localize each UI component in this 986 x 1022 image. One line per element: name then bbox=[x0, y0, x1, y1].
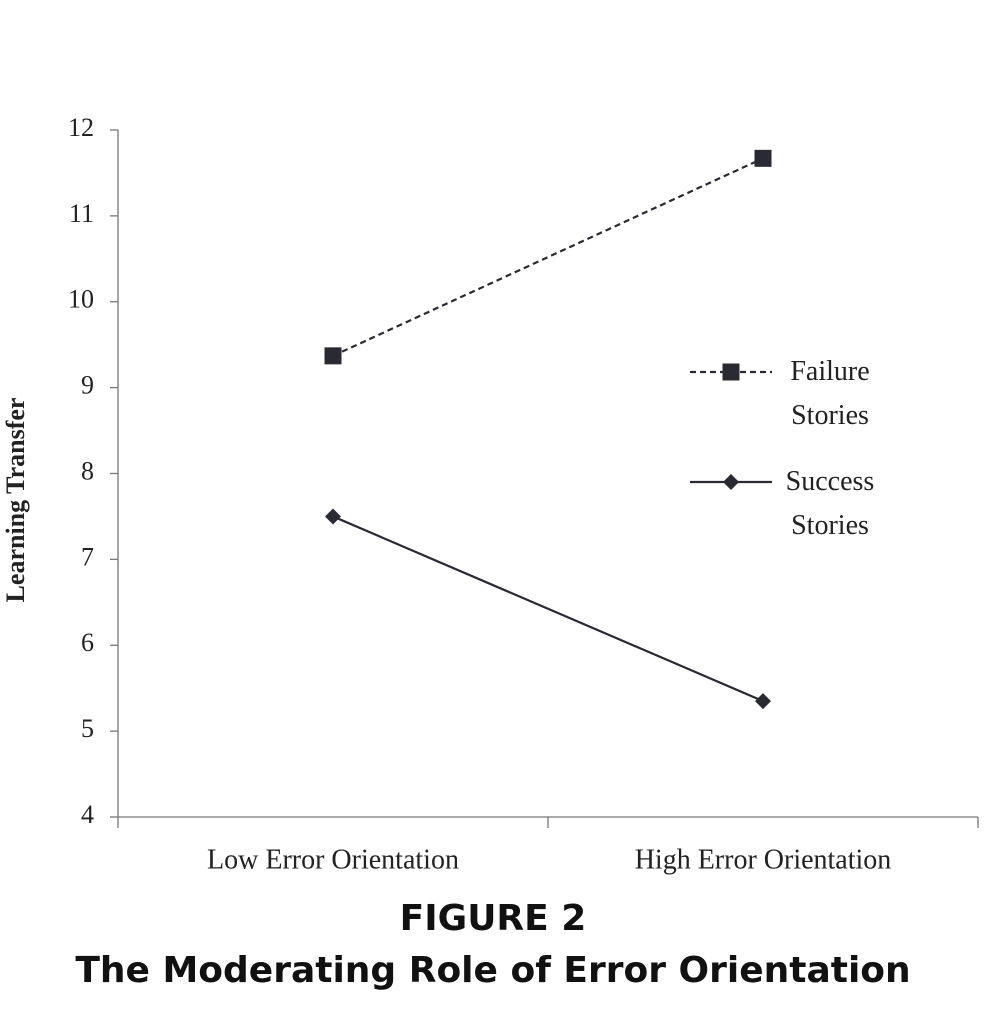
legend-label: Success Stories bbox=[785, 466, 875, 541]
y-tick-label: 5 bbox=[81, 714, 94, 743]
chart: Learning Transfer 4 5 6 7 8 9 10 11 12 Low Error … bbox=[1, 113, 979, 875]
figure-label: FIGURE 2 bbox=[399, 898, 587, 939]
figure-title: The Moderating Role of Error Orientation bbox=[75, 950, 911, 991]
legend-marker bbox=[723, 474, 739, 490]
y-tick-label: 4 bbox=[81, 800, 94, 829]
y-tick-label: 11 bbox=[69, 199, 94, 228]
series-line bbox=[332, 157, 764, 357]
legend-marker bbox=[722, 363, 740, 381]
marker bbox=[754, 149, 772, 167]
marker bbox=[755, 693, 771, 710]
y-tick-label: 8 bbox=[81, 456, 94, 485]
y-tick-label: 10 bbox=[68, 285, 94, 314]
y-axis-label: Learning Transfer bbox=[1, 398, 30, 603]
y-tick-label: 7 bbox=[81, 542, 94, 571]
x-tick-label: High Error Orientation bbox=[635, 844, 892, 875]
x-tick-label: Low Error Orientation bbox=[207, 844, 459, 875]
y-tick-label: 12 bbox=[68, 113, 94, 142]
marker bbox=[324, 347, 342, 365]
legend-label: Failure Stories bbox=[790, 356, 870, 431]
y-tick-label: 6 bbox=[81, 628, 94, 657]
y-tick-label: 9 bbox=[81, 371, 94, 400]
series-line bbox=[332, 515, 764, 703]
marker bbox=[325, 508, 341, 525]
